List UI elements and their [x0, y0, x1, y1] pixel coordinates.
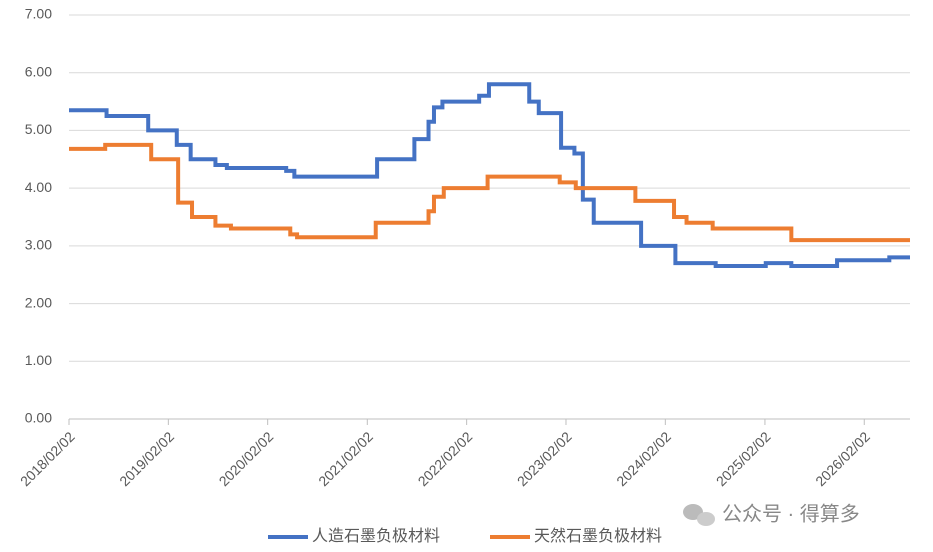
y-tick-label: 3.00 [25, 237, 52, 253]
y-tick-label: 1.00 [25, 352, 52, 368]
watermark-icon [683, 504, 715, 526]
y-tick-label: 2.00 [25, 294, 52, 310]
y-tick-label: 7.00 [25, 6, 52, 22]
x-tick-label: 2018/02/02 [17, 428, 78, 489]
x-tick-label: 2019/02/02 [116, 428, 177, 489]
y-tick-label: 0.00 [25, 410, 52, 426]
legend-label: 人造石墨负极材料 [312, 527, 440, 545]
x-tick-label: 2021/02/02 [315, 428, 376, 489]
watermark: 公众号 · 得算多 [722, 502, 860, 525]
x-tick-label: 2022/02/02 [415, 428, 476, 489]
y-tick-label: 4.00 [25, 179, 52, 195]
x-tick-label: 2024/02/02 [613, 428, 674, 489]
x-tick-label: 2026/02/02 [812, 428, 873, 489]
series-line [69, 82, 910, 269]
x-tick-label: 2025/02/02 [713, 428, 774, 489]
y-tick-label: 5.00 [25, 121, 52, 137]
y-tick-label: 6.00 [25, 63, 52, 79]
x-tick-label: 2023/02/02 [514, 428, 575, 489]
series-line [69, 142, 910, 243]
x-tick-label: 2020/02/02 [216, 428, 277, 489]
legend-label: 天然石墨负极材料 [534, 527, 662, 545]
